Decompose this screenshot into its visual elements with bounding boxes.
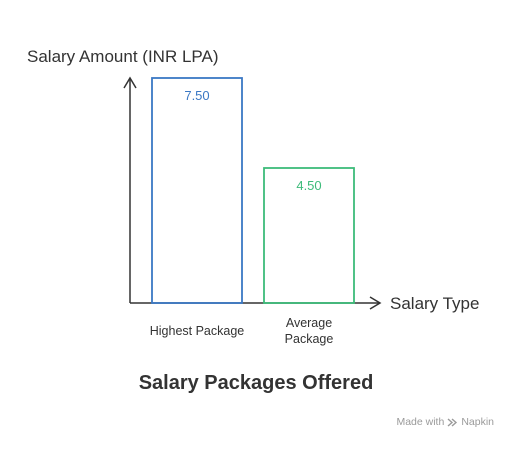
x-axis-label: Salary Type	[390, 294, 479, 313]
napkin-brand: Napkin	[461, 416, 494, 428]
y-axis-label: Salary Amount (INR LPA)	[27, 47, 218, 66]
napkin-logo-icon	[447, 417, 458, 427]
bar-1	[151, 77, 243, 304]
x-axis-arrow-icon	[369, 296, 382, 310]
bar-2	[263, 167, 355, 304]
bar-value-label-2: 4.50	[296, 178, 321, 193]
category-label-2: Average Package	[285, 316, 334, 346]
bar-value-label-1: 7.50	[184, 88, 209, 103]
category-label-1: Highest Package	[150, 324, 245, 338]
made-with-text: Made with	[396, 416, 445, 428]
chart-title: Salary Packages Offered	[138, 372, 374, 394]
y-axis-arrow-icon	[123, 76, 137, 89]
made-with-napkin: Made with Napkin	[396, 416, 494, 428]
bar-chart: Salary Amount (INR LPA) Salary Type 7.50…	[27, 47, 479, 346]
